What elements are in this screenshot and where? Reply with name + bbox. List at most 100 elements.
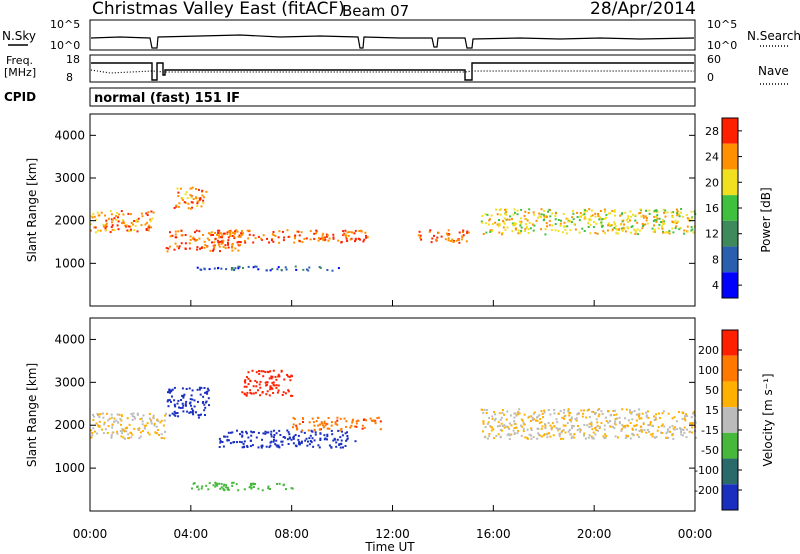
- colorbar-tick-label: -15: [701, 424, 719, 437]
- data-cell: [91, 432, 94, 434]
- data-cell: [145, 212, 148, 215]
- data-cell: [338, 443, 341, 446]
- data-cell: [567, 409, 570, 412]
- data-cell: [283, 236, 285, 239]
- data-cell: [602, 230, 605, 233]
- data-cell: [180, 242, 183, 245]
- data-cell: [168, 391, 171, 394]
- data-cell: [420, 238, 423, 241]
- data-cell: [653, 209, 656, 212]
- data-cell: [505, 208, 508, 211]
- data-cell: [694, 421, 697, 424]
- data-cell: [90, 436, 93, 439]
- data-cell: [527, 228, 530, 231]
- data-cell: [243, 380, 246, 383]
- data-cell: [223, 483, 226, 486]
- data-cell: [203, 403, 206, 406]
- data-cell: [204, 406, 207, 409]
- data-cell: [96, 211, 99, 214]
- data-cell: [195, 197, 198, 200]
- data-cell: [551, 212, 554, 215]
- data-cell: [365, 419, 368, 422]
- data-cell: [264, 371, 267, 373]
- data-cell: [497, 225, 500, 228]
- data-cell: [501, 233, 503, 236]
- data-cell: [177, 191, 180, 194]
- data-cell: [578, 427, 581, 430]
- data-cell: [227, 243, 229, 246]
- data-cell: [578, 231, 581, 234]
- data-cell: [569, 412, 572, 414]
- data-cell: [607, 222, 610, 225]
- data-cell: [276, 483, 278, 485]
- data-cell: [227, 488, 230, 491]
- data-cell: [623, 223, 626, 226]
- data-cell: [694, 436, 697, 439]
- data-cell: [662, 208, 665, 211]
- data-cell: [505, 211, 508, 214]
- date-label: 28/Apr/2014: [590, 0, 696, 19]
- data-cell: [544, 427, 547, 430]
- data-cell: [481, 215, 484, 217]
- data-cell: [480, 220, 483, 223]
- data-cell: [158, 434, 160, 436]
- data-cell: [252, 385, 255, 388]
- data-cell: [118, 413, 121, 416]
- data-cell: [535, 219, 538, 222]
- data-cell: [544, 233, 547, 236]
- data-cell: [508, 434, 511, 437]
- data-cell: [181, 387, 184, 390]
- data-cell: [273, 438, 275, 441]
- data-cell: [559, 222, 562, 225]
- data-cell: [686, 428, 688, 431]
- data-cell: [594, 215, 597, 218]
- data-cell: [661, 227, 664, 230]
- data-cell: [201, 401, 204, 404]
- data-cell: [601, 218, 604, 221]
- data-cell: [323, 236, 326, 239]
- data-cell: [622, 226, 625, 229]
- data-cell: [640, 417, 643, 420]
- data-cell: [184, 193, 187, 196]
- data-cell: [204, 414, 206, 416]
- data-cell: [621, 229, 624, 232]
- data-cell: [520, 229, 523, 232]
- data-cell: [134, 224, 137, 227]
- data-cell: [239, 241, 242, 244]
- data-cell: [243, 440, 246, 443]
- data-cell: [447, 239, 450, 242]
- data-cell: [254, 237, 257, 240]
- data-cell: [242, 232, 244, 235]
- data-cell: [639, 211, 642, 214]
- data-cell: [483, 436, 486, 439]
- data-cell: [119, 430, 122, 433]
- data-cell: [323, 420, 326, 423]
- data-cell: [144, 223, 147, 226]
- data-cell: [182, 410, 185, 413]
- data-cell: [93, 415, 96, 418]
- data-cell: [345, 234, 347, 237]
- data-cell: [608, 212, 610, 215]
- data-cell: [297, 434, 300, 437]
- power-feature-6: [196, 265, 340, 272]
- data-cell: [504, 228, 507, 231]
- data-cell: [233, 269, 236, 271]
- data-cell: [532, 418, 535, 421]
- data-cell: [224, 244, 227, 247]
- data-cell: [520, 418, 523, 421]
- data-cell: [417, 234, 420, 237]
- data-cell: [117, 216, 119, 219]
- data-cell: [165, 412, 167, 415]
- data-cell: [661, 432, 664, 434]
- data-cell: [189, 194, 192, 197]
- data-cell: [104, 227, 107, 230]
- data-cell: [245, 394, 248, 397]
- data-cell: [549, 435, 552, 438]
- data-cell: [231, 243, 234, 246]
- data-cell: [607, 421, 610, 424]
- data-cell: [252, 241, 255, 244]
- data-cell: [653, 228, 656, 231]
- data-cell: [501, 425, 504, 427]
- data-cell: [613, 409, 616, 412]
- data-cell: [181, 402, 184, 405]
